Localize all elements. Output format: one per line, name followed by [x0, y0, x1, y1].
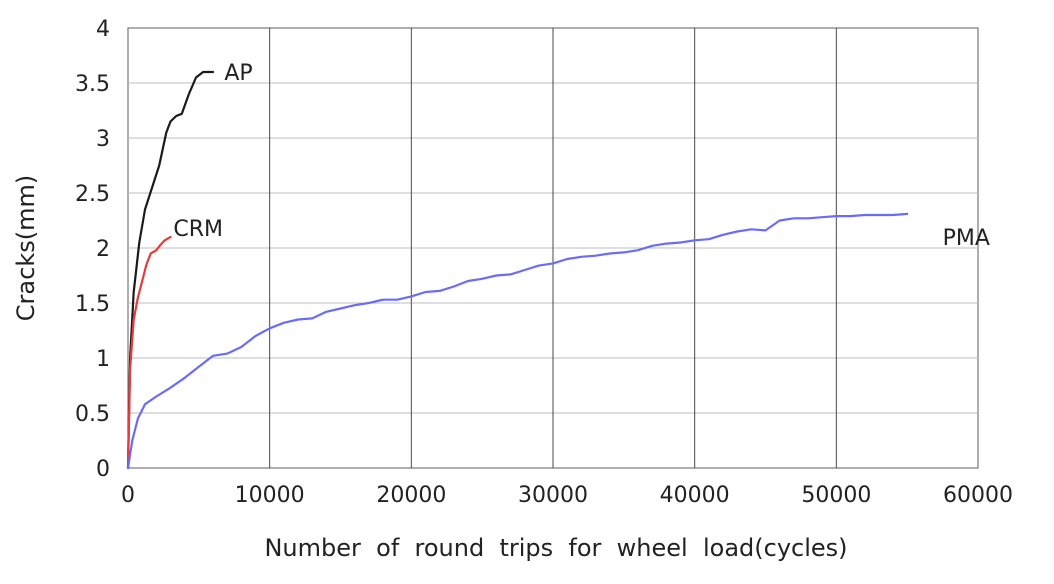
series-label-ap: AP — [224, 61, 252, 86]
series-label-crm: CRM — [173, 217, 223, 242]
y-tick-label: 0 — [96, 457, 110, 482]
y-tick-label: 0.5 — [75, 402, 110, 427]
x-axis-label: Number of round trips for wheel load(cyc… — [264, 534, 847, 562]
x-tick-label: 40000 — [660, 483, 730, 508]
series-line-crm — [126, 235, 172, 470]
x-tick-label: 30000 — [518, 483, 588, 508]
y-tick-label: 3 — [96, 127, 110, 152]
y-tick-label: 4 — [96, 17, 110, 42]
y-tick-label: 2 — [96, 237, 110, 262]
y-tick-label: 2.5 — [75, 182, 110, 207]
series-lines — [126, 70, 909, 470]
x-tick-label: 0 — [121, 483, 135, 508]
y-tick-label: 1.5 — [75, 292, 110, 317]
series-line-pma — [126, 212, 909, 470]
y-tick-label: 3.5 — [75, 72, 110, 97]
series-labels: AP CRM PMA — [173, 61, 990, 251]
x-tick-label: 50000 — [801, 483, 871, 508]
x-tick-label: 10000 — [235, 483, 305, 508]
grid — [128, 28, 978, 468]
y-axis-label: Cracks(mm) — [12, 175, 40, 321]
x-tick-label: 20000 — [376, 483, 446, 508]
x-tick-label: 60000 — [943, 483, 1013, 508]
series-label-pma: PMA — [943, 226, 990, 251]
y-tick-label: 1 — [96, 347, 110, 372]
series-line-ap — [126, 70, 215, 470]
axis-ticks: 0 0.5 1 1.5 2 2.5 3 3.5 4 0 10000 20000 30000 40000 50… — [75, 17, 1013, 508]
